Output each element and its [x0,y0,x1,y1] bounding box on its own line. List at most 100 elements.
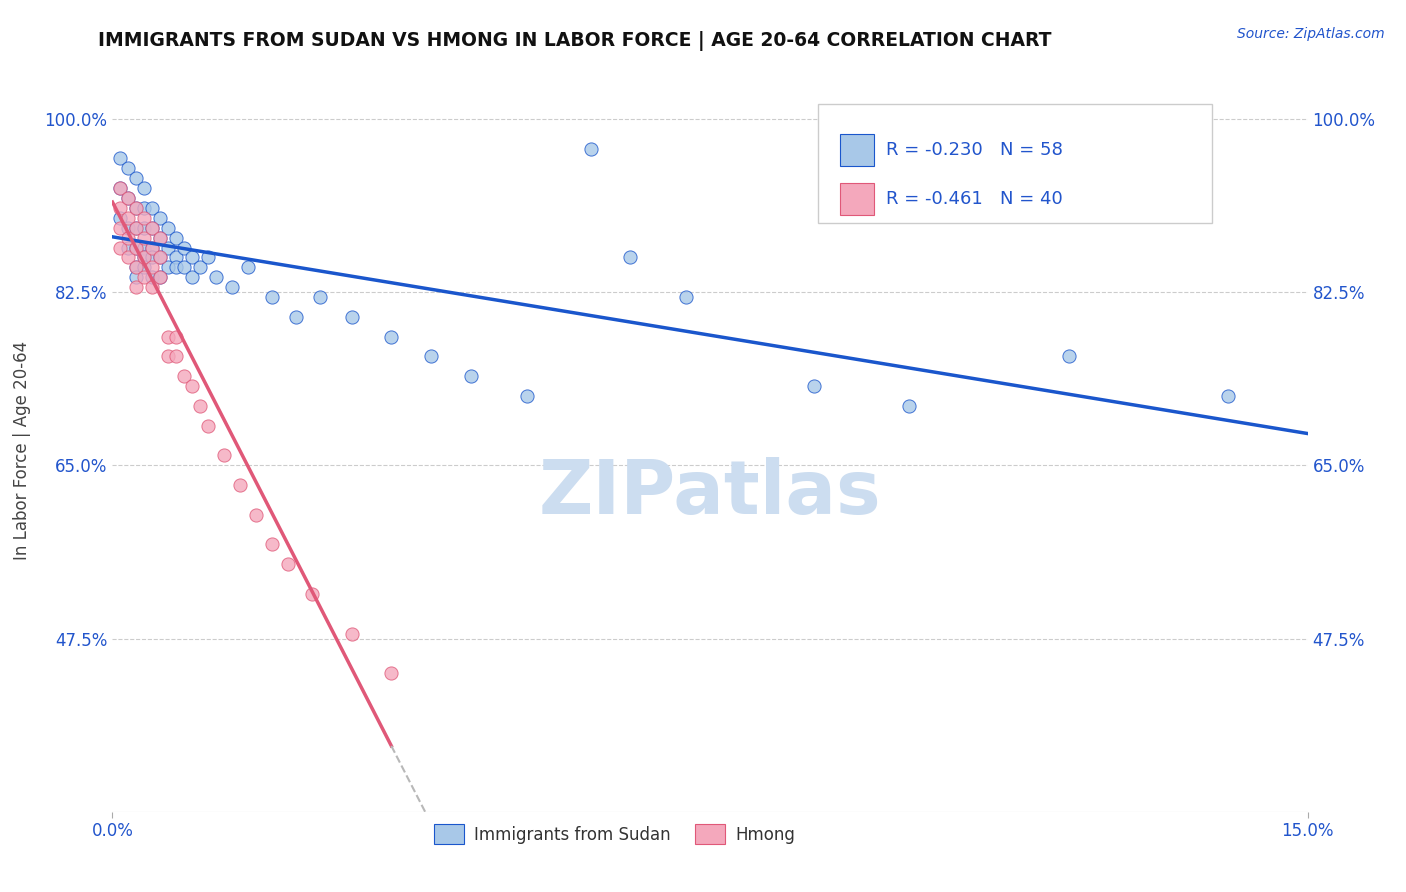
Point [173,369,195,384]
Point [380,666,402,681]
FancyBboxPatch shape [841,134,873,166]
Point [117,241,139,255]
Legend: Immigrants from Sudan, Hmong: Immigrants from Sudan, Hmong [427,818,801,850]
Text: IMMIGRANTS FROM SUDAN VS HMONG IN LABOR FORCE | AGE 20-64 CORRELATION CHART: IMMIGRANTS FROM SUDAN VS HMONG IN LABOR … [98,31,1052,51]
Point [117,251,139,265]
Point [188,399,211,413]
Point [188,260,211,275]
Point [1057,350,1080,364]
Point [277,558,299,572]
Point [134,220,156,235]
Point [157,241,180,255]
Text: Source: ZipAtlas.com: Source: ZipAtlas.com [1237,27,1385,41]
Point [117,220,139,235]
Point [125,241,148,255]
Point [157,329,180,343]
Point [110,201,132,215]
Point [181,379,204,393]
Point [284,310,307,324]
Point [181,270,204,285]
Point [141,260,163,275]
Point [165,230,187,244]
Point [110,152,132,166]
Point [117,191,139,205]
Point [212,449,235,463]
Point [149,270,172,285]
Point [340,310,363,324]
Point [141,280,163,294]
Point [141,220,163,235]
Point [675,290,697,304]
Point [125,260,148,275]
Point [134,251,156,265]
Text: R = -0.461   N = 40: R = -0.461 N = 40 [886,190,1063,208]
Point [117,211,139,225]
Point [149,270,172,285]
Point [141,270,163,285]
Point [245,508,267,522]
Point [125,241,148,255]
Point [110,241,132,255]
Point [125,280,148,294]
Point [110,181,132,195]
Point [134,201,156,215]
Point [149,211,172,225]
Point [197,418,219,433]
Point [157,220,180,235]
Point [165,350,187,364]
Point [516,389,538,403]
Point [134,211,156,225]
Point [1216,389,1239,403]
Point [141,201,163,215]
Point [157,260,180,275]
Point [134,270,156,285]
Point [141,241,163,255]
Point [157,350,180,364]
Point [125,260,148,275]
Point [125,270,148,285]
Point [125,220,148,235]
Point [308,290,330,304]
Point [149,230,172,244]
Point [110,211,132,225]
Point [340,626,363,640]
Point [134,230,156,244]
Point [125,201,148,215]
Point [165,251,187,265]
Point [125,220,148,235]
Point [165,260,187,275]
Point [149,230,172,244]
Point [165,329,187,343]
Point [898,399,921,413]
Point [134,251,156,265]
Point [260,290,283,304]
Point [803,379,825,393]
Point [134,181,156,195]
Point [149,251,172,265]
Point [134,260,156,275]
Point [205,270,228,285]
Y-axis label: In Labor Force | Age 20-64: In Labor Force | Age 20-64 [13,341,31,560]
Point [110,220,132,235]
Text: R = -0.230   N = 58: R = -0.230 N = 58 [886,141,1063,159]
Point [173,241,195,255]
Point [134,241,156,255]
Point [181,251,204,265]
Point [221,280,243,294]
Point [197,251,219,265]
Point [173,260,195,275]
Point [125,201,148,215]
Point [460,369,482,384]
Point [301,587,323,601]
Point [141,251,163,265]
Point [260,537,283,551]
Point [117,191,139,205]
Point [579,142,602,156]
Point [380,329,402,343]
Point [117,161,139,176]
Point [236,260,259,275]
Point [141,241,163,255]
Point [619,251,641,265]
Text: ZIPatlas: ZIPatlas [538,458,882,531]
Point [420,350,443,364]
